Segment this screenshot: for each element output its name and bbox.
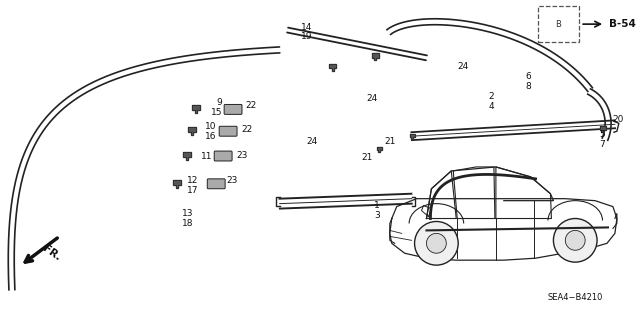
Text: 22: 22 — [241, 125, 252, 134]
Text: 12
17: 12 17 — [187, 176, 198, 195]
Text: 2
4: 2 4 — [488, 92, 493, 111]
Text: 6
8: 6 8 — [525, 72, 531, 91]
Text: 5
7: 5 7 — [599, 130, 605, 149]
Polygon shape — [173, 180, 181, 188]
Text: FR.: FR. — [41, 244, 62, 263]
Text: 24: 24 — [307, 137, 318, 146]
Circle shape — [426, 234, 446, 253]
Polygon shape — [372, 53, 379, 60]
Text: 20: 20 — [612, 115, 623, 124]
Text: B-54: B-54 — [609, 19, 636, 29]
Text: 22: 22 — [245, 101, 256, 110]
Text: 10
16: 10 16 — [205, 122, 216, 141]
Text: 24: 24 — [366, 94, 378, 103]
FancyBboxPatch shape — [219, 126, 237, 136]
Text: 21: 21 — [384, 137, 396, 146]
Polygon shape — [330, 64, 337, 71]
Polygon shape — [183, 152, 191, 160]
FancyBboxPatch shape — [207, 179, 225, 189]
Text: 9
15: 9 15 — [211, 98, 222, 117]
Polygon shape — [377, 147, 382, 152]
Circle shape — [565, 230, 585, 250]
Circle shape — [415, 221, 458, 265]
Text: 23: 23 — [236, 151, 248, 160]
Text: 14
19: 14 19 — [301, 23, 312, 41]
FancyBboxPatch shape — [214, 151, 232, 161]
Polygon shape — [188, 127, 196, 135]
Text: 11: 11 — [201, 152, 212, 160]
Polygon shape — [410, 134, 415, 139]
Circle shape — [554, 219, 597, 262]
Text: 1
3: 1 3 — [374, 201, 380, 220]
FancyBboxPatch shape — [224, 104, 242, 115]
Text: B: B — [556, 20, 561, 29]
Text: 23: 23 — [226, 176, 237, 185]
Polygon shape — [192, 106, 200, 113]
Text: 13
18: 13 18 — [182, 209, 193, 228]
Text: 24: 24 — [458, 62, 468, 71]
Text: SEA4−B4210: SEA4−B4210 — [548, 293, 603, 302]
Polygon shape — [600, 126, 605, 132]
Text: 21: 21 — [361, 152, 372, 161]
